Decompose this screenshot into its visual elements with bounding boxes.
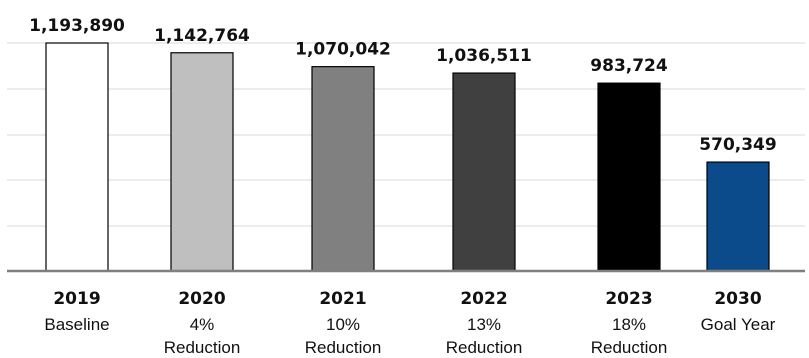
category-sublabel-2021: 10% bbox=[326, 315, 360, 334]
category-label-2030: 2030 bbox=[714, 289, 761, 309]
category-sublabel-2023: 18% bbox=[612, 315, 646, 334]
category-label-2020: 2020 bbox=[178, 289, 225, 309]
bar-2021 bbox=[311, 66, 375, 272]
bar-2030 bbox=[706, 161, 770, 272]
x-axis-labels: 2019 Baseline 2020 4% Reduction 2021 10% Reduct… bbox=[44, 289, 775, 357]
value-label-2020: 1,142,764 bbox=[154, 26, 250, 46]
category-sublabel-2022: Reduction bbox=[446, 338, 523, 357]
category-sublabel-2019: Baseline bbox=[44, 315, 109, 334]
category-sublabel-2023: Reduction bbox=[591, 338, 668, 357]
value-label-2019: 1,193,890 bbox=[29, 16, 125, 36]
category-sublabel-2022: 13% bbox=[467, 315, 501, 334]
category-label-2019: 2019 bbox=[53, 289, 100, 309]
category-sublabel-2020: 4% bbox=[190, 315, 215, 334]
bars bbox=[45, 42, 770, 272]
category-sublabel-2030: Goal Year bbox=[701, 315, 776, 334]
value-label-2021: 1,070,042 bbox=[295, 40, 391, 60]
value-labels: 1,193,890 1,142,764 1,070,042 1,036,511 983,… bbox=[29, 16, 777, 155]
bar-2022 bbox=[452, 72, 516, 272]
value-label-2022: 1,036,511 bbox=[436, 46, 532, 66]
value-label-2030: 570,349 bbox=[699, 135, 776, 155]
value-label-2023: 983,724 bbox=[590, 56, 668, 76]
gridlines bbox=[7, 42, 805, 227]
bar-2023 bbox=[597, 82, 661, 272]
category-sublabel-2020: Reduction bbox=[164, 338, 241, 357]
category-label-2022: 2022 bbox=[460, 289, 507, 309]
bar-2019 bbox=[45, 42, 109, 272]
category-label-2021: 2021 bbox=[319, 289, 366, 309]
category-sublabel-2021: Reduction bbox=[305, 338, 382, 357]
category-label-2023: 2023 bbox=[605, 289, 652, 309]
bar-2020 bbox=[170, 52, 234, 272]
